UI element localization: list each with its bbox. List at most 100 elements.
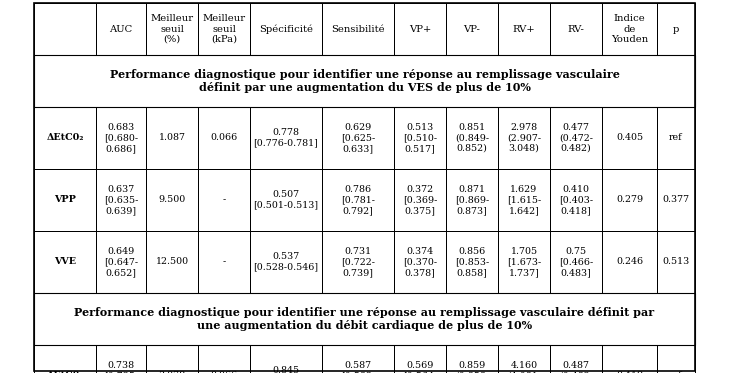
- Text: Sensibilité: Sensibilité: [331, 25, 385, 34]
- Text: 0.513: 0.513: [663, 257, 690, 266]
- Text: 0.405: 0.405: [616, 134, 643, 142]
- Bar: [96, 169, 146, 231]
- Text: 0.066: 0.066: [211, 134, 238, 142]
- Bar: [602, 107, 657, 169]
- Bar: [146, 169, 198, 231]
- Text: Meilleur
seuil
(%): Meilleur seuil (%): [150, 14, 194, 44]
- Text: RV-: RV-: [568, 25, 585, 34]
- Text: 0.845
[0.842-0.848]: 0.845 [0.842-0.848]: [254, 366, 319, 373]
- Bar: [394, 107, 446, 169]
- Text: ref: ref: [669, 372, 683, 373]
- Bar: [322, 3, 394, 55]
- Bar: [250, 169, 322, 231]
- Bar: [250, 231, 322, 293]
- Bar: [146, 107, 198, 169]
- Bar: [446, 169, 498, 231]
- Bar: [498, 3, 550, 55]
- Bar: [498, 345, 550, 373]
- Text: Indice
de
Youden: Indice de Youden: [611, 14, 648, 44]
- Bar: [322, 107, 394, 169]
- Bar: [34, 293, 695, 345]
- Bar: [250, 345, 322, 373]
- Bar: [446, 107, 498, 169]
- Bar: [96, 107, 146, 169]
- Text: 0.856
[0.853-
0.858]: 0.856 [0.853- 0.858]: [455, 247, 489, 277]
- Bar: [550, 169, 602, 231]
- Bar: [34, 169, 96, 231]
- Text: 0.477
(0.472-
0.482): 0.477 (0.472- 0.482): [559, 123, 593, 153]
- Bar: [602, 169, 657, 231]
- Text: Performance diagnostique pour identifier une réponse au remplissage vasculaire d: Performance diagnostique pour identifier…: [74, 307, 655, 331]
- Bar: [657, 231, 695, 293]
- Text: 1.705
[1.673-
1.737]: 1.705 [1.673- 1.737]: [507, 247, 541, 277]
- Text: p: p: [673, 25, 679, 34]
- Bar: [322, 169, 394, 231]
- Text: 0.629
[0.625-
0.633]: 0.629 [0.625- 0.633]: [341, 123, 375, 153]
- Bar: [322, 345, 394, 373]
- Bar: [394, 345, 446, 373]
- Text: 0.871
[0.869-
0.873]: 0.871 [0.869- 0.873]: [455, 185, 489, 215]
- Text: 0.738
[0.735-
0.740]: 0.738 [0.735- 0.740]: [104, 361, 138, 373]
- Text: 0.507
[0.501-0.513]: 0.507 [0.501-0.513]: [254, 190, 319, 210]
- Text: 0.246: 0.246: [616, 257, 643, 266]
- Text: ref: ref: [669, 134, 683, 142]
- Bar: [550, 345, 602, 373]
- Bar: [198, 107, 250, 169]
- Bar: [602, 345, 657, 373]
- Bar: [550, 107, 602, 169]
- Bar: [657, 107, 695, 169]
- Bar: [322, 231, 394, 293]
- Bar: [446, 345, 498, 373]
- Bar: [394, 231, 446, 293]
- Bar: [550, 3, 602, 55]
- Bar: [34, 3, 96, 55]
- Text: VVE: VVE: [54, 257, 76, 266]
- Text: 0.279: 0.279: [616, 195, 643, 204]
- Text: 0.637
[0.635-
0.639]: 0.637 [0.635- 0.639]: [104, 185, 139, 215]
- Text: VP+: VP+: [409, 25, 431, 34]
- Text: 12.500: 12.500: [155, 257, 189, 266]
- Text: 0.683
[0.680-
0.686]: 0.683 [0.680- 0.686]: [104, 123, 138, 153]
- Bar: [657, 345, 695, 373]
- Bar: [34, 55, 695, 107]
- Bar: [446, 231, 498, 293]
- Text: 0.487
(0.482-
0.492): 0.487 (0.482- 0.492): [559, 361, 593, 373]
- Text: ΔEtC0₂: ΔEtC0₂: [47, 372, 84, 373]
- Text: 0.419: 0.419: [616, 372, 643, 373]
- Text: 0.410
[0.403-
0.418]: 0.410 [0.403- 0.418]: [559, 185, 593, 215]
- Bar: [96, 345, 146, 373]
- Bar: [498, 107, 550, 169]
- Bar: [602, 231, 657, 293]
- Bar: [198, 3, 250, 55]
- Bar: [550, 231, 602, 293]
- Text: 0.587
[0.583-
0.592]: 0.587 [0.583- 0.592]: [341, 361, 375, 373]
- Text: 0.851
(0.849-
0.852): 0.851 (0.849- 0.852): [455, 123, 489, 153]
- Text: 9.500: 9.500: [158, 195, 186, 204]
- Text: 0.374
[0.370-
0.378]: 0.374 [0.370- 0.378]: [403, 247, 437, 277]
- Text: Meilleur
seuil
(kPa): Meilleur seuil (kPa): [203, 14, 246, 44]
- Bar: [250, 107, 322, 169]
- Bar: [34, 345, 96, 373]
- Bar: [198, 231, 250, 293]
- Text: 0.778
[0.776-0.781]: 0.778 [0.776-0.781]: [254, 128, 319, 148]
- Text: RV+: RV+: [512, 25, 535, 34]
- Text: 0.372
[0.369-
0.375]: 0.372 [0.369- 0.375]: [403, 185, 437, 215]
- Text: 0.377: 0.377: [663, 195, 690, 204]
- Bar: [250, 3, 322, 55]
- Text: AUC: AUC: [109, 25, 133, 34]
- Text: 4.160
(4.081-
4.240): 4.160 (4.081- 4.240): [507, 361, 541, 373]
- Bar: [96, 3, 146, 55]
- Text: 0.859
(0.858-
0.861): 0.859 (0.858- 0.861): [455, 361, 489, 373]
- Text: 0.066: 0.066: [211, 372, 238, 373]
- Bar: [146, 345, 198, 373]
- Bar: [394, 3, 446, 55]
- Bar: [146, 231, 198, 293]
- Bar: [34, 107, 96, 169]
- Bar: [146, 3, 198, 55]
- Text: 1.087: 1.087: [158, 134, 185, 142]
- Text: 0.786
[0.781-
0.792]: 0.786 [0.781- 0.792]: [341, 185, 375, 215]
- Bar: [34, 231, 96, 293]
- Bar: [446, 3, 498, 55]
- Text: -: -: [222, 257, 225, 266]
- Text: 0.569
[0.564-
0.574]: 0.569 [0.564- 0.574]: [403, 361, 437, 373]
